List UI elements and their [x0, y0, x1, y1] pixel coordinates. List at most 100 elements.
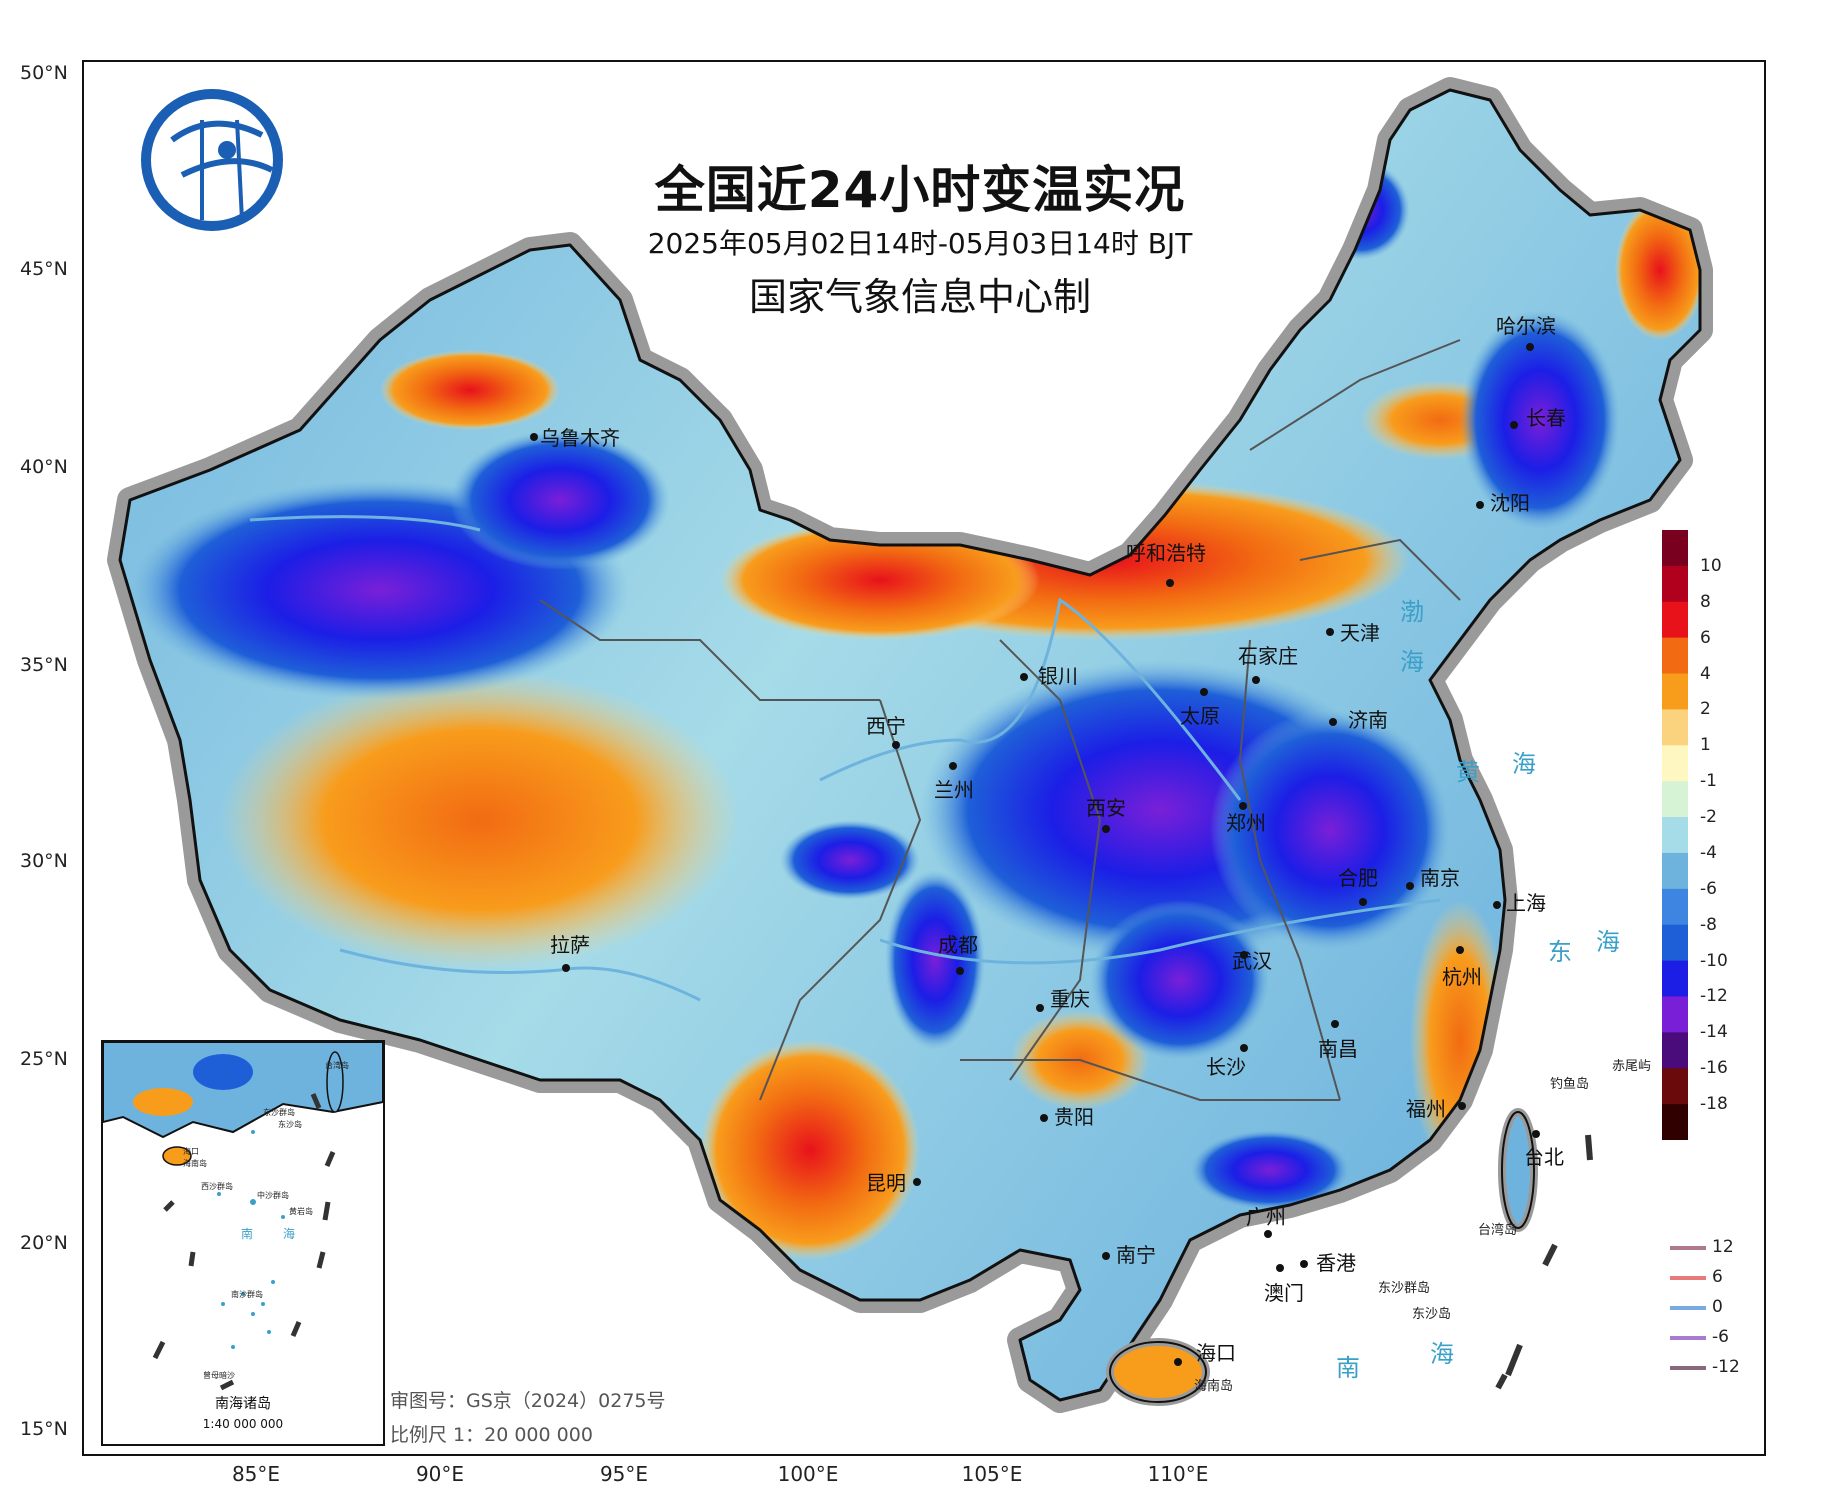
- lat-label-20: 20°N: [20, 1232, 68, 1254]
- inset-title: 南海诸岛: [215, 1396, 271, 1412]
- island-taiwandao: 台湾岛: [1478, 1222, 1517, 1238]
- city-wuhan: 武汉: [1232, 949, 1272, 973]
- island-diaoyudao: 钓鱼岛: [1550, 1076, 1589, 1092]
- city-fuzhou: 福州: [1406, 1097, 1446, 1121]
- colorbar-segment: [1662, 888, 1688, 926]
- colorbar-segment: [1662, 565, 1688, 603]
- colorbar-tick-label: -4: [1700, 842, 1717, 863]
- lon-label-85: 85°E: [231, 1462, 281, 1486]
- city-xianggang: 香港: [1316, 1251, 1356, 1275]
- city-changsha: 长沙: [1206, 1055, 1246, 1079]
- colorbar-tick-label: -6: [1700, 878, 1717, 899]
- city-nanning: 南宁: [1116, 1243, 1156, 1267]
- lon-label-95: 95°E: [599, 1462, 649, 1486]
- city-haerbin: 哈尔滨: [1496, 314, 1556, 338]
- colorbar-tick-label: -16: [1700, 1058, 1728, 1079]
- colorbar-segment: [1662, 601, 1688, 639]
- inset-label-dongshaqundao: 东沙群岛: [263, 1107, 295, 1117]
- inset-scale: 1:40 000 000: [203, 1417, 283, 1431]
- colorbar-segment: [1662, 852, 1688, 890]
- cma-globe-logo: [141, 89, 283, 231]
- sea-label-bo: 渤: [1400, 598, 1424, 626]
- city-taibei: 台北: [1524, 1145, 1564, 1169]
- colorbar-segment: [1662, 1032, 1688, 1069]
- inset-label-nanshaqundao: 南沙群岛: [231, 1289, 263, 1299]
- colorbar-segment: [1662, 996, 1688, 1033]
- legend-label: -6: [1712, 1327, 1729, 1347]
- map-subtitle: 2025年05月02日14时-05月03日14时 BJT: [647, 227, 1193, 260]
- inset-label-zengmuansha: 曾母暗沙: [203, 1370, 235, 1380]
- city-aomen: 澳门: [1264, 1281, 1304, 1305]
- island-dongshaqundao: 东沙群岛: [1378, 1280, 1430, 1296]
- city-xian: 西安: [1086, 796, 1126, 820]
- colorbar-segment: [1662, 709, 1688, 746]
- legend-label: -12: [1712, 1357, 1740, 1377]
- lat-label-35: 35°N: [20, 654, 68, 676]
- south-china-sea-inset: 海口 海南岛 东沙群岛 东沙岛 西沙群岛 中沙群岛 黄岩岛 南沙群岛 曾母暗沙 …: [101, 1040, 385, 1446]
- city-chongqing: 重庆: [1050, 987, 1090, 1011]
- lat-label-25: 25°N: [20, 1048, 68, 1070]
- inset-label-dongshadao: 东沙岛: [278, 1119, 302, 1129]
- colorbar-tick-label: 8: [1700, 591, 1711, 612]
- city-guiyang: 贵阳: [1054, 1105, 1094, 1129]
- sea-label-bohai-hai: 海: [1400, 648, 1424, 676]
- city-lanzhou: 兰州: [934, 778, 974, 802]
- city-changchun: 长春: [1526, 406, 1566, 430]
- colorbar-tick-label: -14: [1700, 1022, 1728, 1043]
- colorbar-segment: [1662, 673, 1688, 710]
- temperature-colorbar: [1662, 530, 1688, 1140]
- colorbar-tick-label: 6: [1700, 627, 1711, 648]
- lon-label-100: 100°E: [777, 1462, 839, 1486]
- legend-label: 6: [1712, 1267, 1723, 1287]
- city-shijiazhuang: 石家庄: [1238, 644, 1298, 668]
- lat-label-40: 40°N: [20, 456, 68, 478]
- lat-label-15: 15°N: [20, 1418, 68, 1440]
- legend-label: 0: [1712, 1297, 1723, 1317]
- map-frame: [82, 60, 1766, 1456]
- colorbar-segment: [1662, 781, 1688, 818]
- colorbar-tick-label: 4: [1700, 663, 1711, 684]
- lat-label-50: 50°N: [20, 62, 68, 84]
- lat-label-30: 30°N: [20, 850, 68, 872]
- island-dongshadao: 东沙岛: [1412, 1306, 1451, 1322]
- city-nanchang: 南昌: [1318, 1037, 1358, 1061]
- colorbar-segment: [1662, 924, 1688, 962]
- city-hangzhou: 杭州: [1442, 965, 1482, 989]
- city-nanjing: 南京: [1420, 866, 1460, 890]
- sea-label-dong: 东: [1548, 938, 1572, 966]
- inset-map-graphic: 海口 海南岛 东沙群岛 东沙岛 西沙群岛 中沙群岛 黄岩岛 南沙群岛 曾母暗沙 …: [103, 1042, 383, 1431]
- colorbar-tick-label: 1: [1700, 735, 1711, 756]
- sea-label-huanghai-hai: 海: [1512, 750, 1536, 778]
- city-shanghai: 上海: [1506, 891, 1546, 915]
- inset-label-haikou: 海口: [183, 1146, 199, 1156]
- city-guangzhou: 广州: [1246, 1205, 1286, 1229]
- map-scale: 比例尺 1：20 000 000: [390, 1424, 593, 1446]
- city-jinan: 济南: [1348, 708, 1388, 732]
- sea-label-huang: 黄: [1456, 758, 1480, 786]
- inset-label-zhongshaqundao: 中沙群岛: [257, 1190, 289, 1200]
- city-wulumuqi: 乌鲁木齐: [540, 426, 620, 450]
- city-yinchuan: 银川: [1038, 664, 1078, 688]
- island-chiweiyu: 赤尾屿: [1612, 1059, 1651, 1074]
- city-xining: 西宁: [866, 714, 906, 738]
- colorbar-segment: [1662, 530, 1688, 567]
- colorbar-segment: [1662, 1068, 1688, 1105]
- colorbar-segment: [1662, 1104, 1688, 1140]
- lon-label-90: 90°E: [415, 1462, 465, 1486]
- colorbar-segment: [1662, 745, 1688, 782]
- city-shenyang: 沈阳: [1490, 491, 1530, 515]
- map-title: 全国近24小时变温实况: [654, 161, 1186, 219]
- colorbar-tick-label: 10: [1700, 555, 1722, 576]
- legend-label: 12: [1712, 1237, 1734, 1257]
- inset-label-hainandao: 海南岛: [183, 1158, 207, 1168]
- city-lasa: 拉萨: [550, 933, 590, 957]
- map-review-number: 审图号：GS京（2024）0275号: [390, 1390, 666, 1412]
- inset-label-xishaqundao: 西沙群岛: [201, 1181, 233, 1191]
- sea-label-nanhai-hai: 海: [1430, 1340, 1454, 1368]
- colorbar-segment: [1662, 637, 1688, 675]
- sea-label-nan: 南: [1336, 1354, 1360, 1382]
- lon-label-105: 105°E: [961, 1462, 1023, 1486]
- map-maker: 国家气象信息中心制: [748, 275, 1091, 319]
